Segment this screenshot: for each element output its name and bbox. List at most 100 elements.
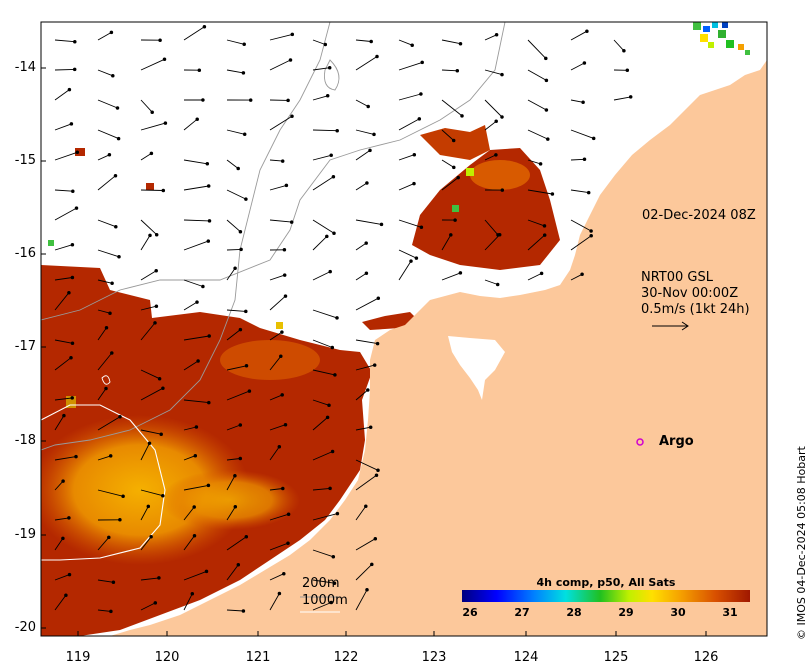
current-vector	[97, 455, 111, 461]
current-vector	[183, 593, 193, 611]
current-vector-head	[412, 181, 416, 186]
lon-tick-label: 125	[603, 650, 629, 665]
current-vector	[355, 150, 371, 161]
current-vector	[398, 118, 420, 131]
current-vector	[97, 99, 118, 109]
current-vector	[183, 360, 199, 371]
current-vector	[140, 153, 152, 161]
current-vector-head	[451, 138, 456, 143]
current-vector-head	[500, 115, 504, 119]
current-vector	[527, 159, 541, 165]
current-vector	[570, 158, 585, 161]
current-vector-head	[239, 247, 243, 252]
current-vector-head	[494, 33, 499, 37]
current-vector	[54, 480, 64, 491]
current-vector-head	[328, 486, 332, 491]
current-vector-head	[195, 117, 199, 121]
current-vector-head	[452, 165, 456, 170]
current-vector-head	[628, 95, 633, 99]
current-vector	[355, 99, 369, 107]
current-vector	[97, 32, 112, 41]
inlet-water	[448, 336, 505, 400]
current-vector	[183, 185, 209, 191]
current-vector-head	[236, 563, 241, 567]
current-vector-head	[146, 504, 151, 509]
current-vector	[54, 594, 67, 611]
colorbar-tick: 28	[566, 606, 582, 619]
current-vector-head	[323, 42, 328, 47]
current-vector	[97, 175, 116, 191]
current-vector-head	[328, 269, 332, 274]
lon-tick-label: 123	[421, 650, 447, 665]
current-vector	[97, 579, 114, 583]
current-vector	[226, 159, 239, 169]
current-vector-head	[206, 184, 211, 188]
current-vector-head	[538, 162, 543, 166]
current-vector	[484, 99, 503, 118]
current-vector-head	[544, 56, 548, 61]
current-vector	[226, 475, 236, 491]
current-vector-head	[118, 414, 122, 419]
current-vector	[97, 309, 111, 314]
current-vector-head	[233, 266, 237, 271]
current-vector	[355, 459, 379, 471]
current-vector-head	[104, 386, 108, 391]
current-vector-head	[494, 153, 498, 157]
current-vector	[355, 538, 376, 551]
current-vector	[527, 219, 545, 227]
current-vector-head	[335, 316, 339, 320]
current-vector	[54, 123, 72, 131]
lon-tick-label: 122	[333, 650, 359, 665]
current-vector	[355, 56, 378, 71]
current-vector-head	[366, 104, 370, 109]
current-vector-head	[205, 162, 210, 166]
current-vector-head	[242, 132, 247, 137]
current-vector	[97, 69, 113, 77]
current-vector-head	[366, 388, 370, 392]
current-vector-head	[544, 78, 549, 83]
current-vector	[140, 429, 162, 435]
current-vector-head	[625, 68, 630, 73]
current-vector	[355, 364, 375, 371]
current-vector	[54, 207, 77, 221]
current-vector-head	[154, 304, 159, 308]
current-vector	[527, 272, 542, 281]
current-vector	[484, 234, 501, 251]
current-vector	[140, 58, 165, 71]
current-vector	[226, 458, 241, 461]
current-vector-head	[546, 137, 550, 141]
current-vector-head	[69, 122, 74, 126]
current-vector-head	[374, 473, 379, 478]
current-vector	[355, 426, 371, 431]
current-vector	[97, 129, 119, 140]
current-vector-head	[368, 148, 372, 153]
current-vector-head	[586, 190, 591, 195]
current-scale-label: 0.5m/s (1kt 24h)	[641, 302, 750, 317]
current-vector-head	[284, 183, 289, 188]
current-vector	[312, 129, 338, 132]
current-vector-head	[233, 473, 237, 478]
current-vector	[312, 579, 335, 584]
current-vector-head	[111, 580, 116, 585]
current-vector	[312, 549, 334, 558]
current-vector-head	[108, 454, 113, 458]
current-vector	[226, 268, 236, 281]
argo-marker	[636, 438, 644, 446]
current-vector-head	[67, 572, 72, 577]
current-vector-head	[74, 206, 79, 210]
lat-tick-label: -14	[14, 60, 36, 75]
current-vector-head	[64, 593, 68, 597]
current-vector	[312, 309, 338, 319]
current-vector-head	[330, 449, 335, 454]
colorbar-tick: 27	[514, 606, 530, 619]
current-vector	[269, 542, 289, 551]
current-vector-head	[449, 233, 453, 237]
current-vector	[355, 129, 375, 135]
current-vector	[355, 339, 378, 345]
current-vector	[226, 536, 247, 551]
current-vector-head	[372, 132, 376, 137]
current-vector-head	[70, 396, 74, 400]
current-vector-head	[495, 282, 500, 287]
current-vector	[312, 154, 332, 161]
current-vector-head	[280, 330, 284, 334]
